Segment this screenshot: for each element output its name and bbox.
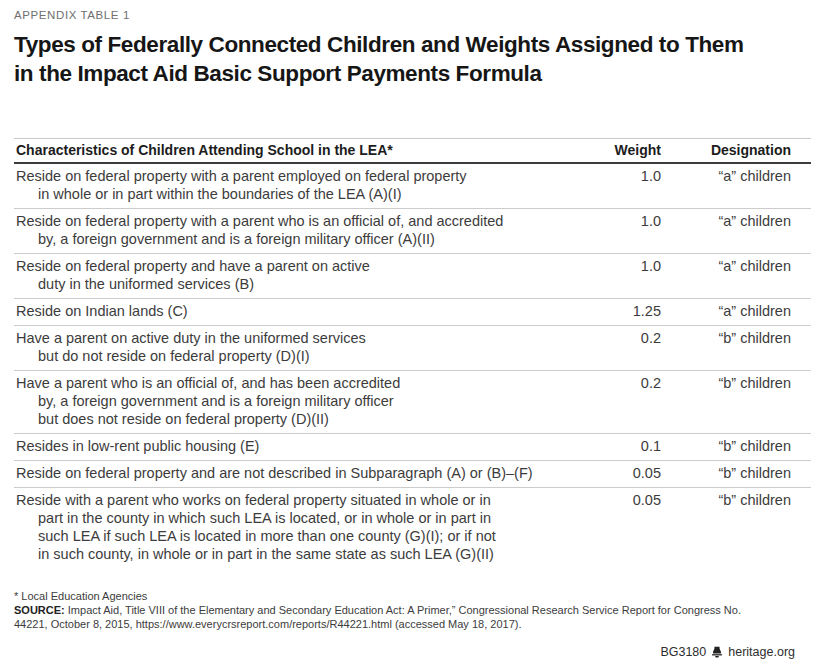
page-title: Types of Federally Connected Children an… — [14, 30, 811, 88]
weight-cell: 0.1 — [571, 434, 661, 461]
weight-cell: 1.0 — [571, 209, 661, 254]
designation-cell: “b” children — [661, 488, 811, 569]
characteristic-line: Reside on federal property with a parent… — [16, 167, 571, 185]
liberty-bell-icon — [711, 646, 723, 658]
column-header-characteristics: Characteristics of Children Attending Sc… — [14, 139, 571, 164]
designation-cell: “a” children — [661, 209, 811, 254]
source-note: SOURCE: Impact Aid, Title VIII of the El… — [14, 603, 811, 631]
weight-cell: 0.2 — [571, 326, 661, 371]
table-row: Reside with a parent who works on federa… — [14, 488, 811, 569]
characteristic-cell: Reside with a parent who works on federa… — [14, 488, 571, 569]
page-footer: BG3180 heritage.org — [660, 645, 795, 659]
title-line-1: Types of Federally Connected Children an… — [14, 32, 744, 57]
characteristic-line: duty in the uniformed services (B) — [16, 275, 571, 293]
characteristic-cell: Have a parent who is an official of, and… — [14, 371, 571, 434]
impact-aid-weights-table: Characteristics of Children Attending Sc… — [14, 138, 811, 568]
appendix-table-page: APPENDIX TABLE 1 Types of Federally Conn… — [0, 0, 825, 631]
title-line-2: in the Impact Aid Basic Support Payments… — [14, 61, 542, 86]
characteristic-line: Resides in low-rent public housing (E) — [16, 437, 571, 455]
designation-cell: “b” children — [661, 434, 811, 461]
characteristic-cell: Have a parent on active duty in the unif… — [14, 326, 571, 371]
characteristic-line: Have a parent who is an official of, and… — [16, 374, 571, 392]
weight-cell: 1.0 — [571, 163, 661, 209]
table-row: Have a parent who is an official of, and… — [14, 371, 811, 434]
weight-cell: 1.0 — [571, 254, 661, 299]
characteristic-cell: Resides in low-rent public housing (E) — [14, 434, 571, 461]
table-header-row: Characteristics of Children Attending Sc… — [14, 139, 811, 164]
designation-cell: “b” children — [661, 371, 811, 434]
characteristic-line: by, a foreign government and is a foreig… — [16, 392, 571, 410]
characteristic-cell: Reside on federal property with a parent… — [14, 163, 571, 209]
table-row: Reside on federal property with a parent… — [14, 209, 811, 254]
table-row: Reside on federal property and have a pa… — [14, 254, 811, 299]
column-header-weight: Weight — [571, 139, 661, 164]
site-name: heritage.org — [728, 645, 795, 659]
designation-cell: “a” children — [661, 254, 811, 299]
weight-cell: 0.05 — [571, 461, 661, 488]
characteristic-cell: Reside on federal property and are not d… — [14, 461, 571, 488]
table-head: Characteristics of Children Attending Sc… — [14, 139, 811, 164]
characteristic-line: but does not reside on federal property … — [16, 410, 571, 428]
characteristic-line: but do not reside on federal property (D… — [16, 347, 571, 365]
table-row: Reside on federal property with a parent… — [14, 163, 811, 209]
designation-cell: “b” children — [661, 326, 811, 371]
table-row: Have a parent on active duty in the unif… — [14, 326, 811, 371]
characteristic-line: Reside on federal property with a parent… — [16, 212, 571, 230]
characteristic-line: by, a foreign government and is a foreig… — [16, 230, 571, 248]
designation-cell: “a” children — [661, 299, 811, 326]
characteristic-line: such LEA if such LEA is located in more … — [16, 527, 571, 545]
characteristic-cell: Reside on federal property with a parent… — [14, 209, 571, 254]
weight-cell: 0.2 — [571, 371, 661, 434]
characteristic-line: in such county, in whole or in part in t… — [16, 545, 571, 563]
source-line-1: Impact Aid, Title VIII of the Elementary… — [68, 604, 741, 616]
footnotes-block: * Local Education Agencies SOURCE: Impac… — [14, 589, 811, 631]
characteristic-cell: Reside on Indian lands (C) — [14, 299, 571, 326]
characteristic-line: Reside on federal property and have a pa… — [16, 257, 571, 275]
characteristic-cell: Reside on federal property and have a pa… — [14, 254, 571, 299]
characteristic-line: Reside on Indian lands (C) — [16, 302, 571, 320]
designation-cell: “b” children — [661, 461, 811, 488]
source-label: SOURCE: — [14, 604, 65, 616]
characteristic-line: Reside on federal property and are not d… — [16, 464, 571, 482]
weight-cell: 1.25 — [571, 299, 661, 326]
column-header-designation: Designation — [661, 139, 811, 164]
table-body: Reside on federal property with a parent… — [14, 163, 811, 568]
doc-id: BG3180 — [660, 645, 706, 659]
characteristic-line: Have a parent on active duty in the unif… — [16, 329, 571, 347]
characteristic-line: part in the county in which such LEA is … — [16, 509, 571, 527]
weight-cell: 0.05 — [571, 488, 661, 569]
table-kicker: APPENDIX TABLE 1 — [14, 9, 811, 21]
characteristic-line: in whole or in part within the boundarie… — [16, 185, 571, 203]
table-row: Reside on Indian lands (C)1.25“a” childr… — [14, 299, 811, 326]
characteristic-line: Reside with a parent who works on federa… — [16, 491, 571, 509]
designation-cell: “a” children — [661, 163, 811, 209]
source-line-2: 44221, October 8, 2015, https://www.ever… — [14, 618, 521, 630]
table-row: Resides in low-rent public housing (E)0.… — [14, 434, 811, 461]
footnote-lea: * Local Education Agencies — [14, 589, 811, 603]
table-row: Reside on federal property and are not d… — [14, 461, 811, 488]
